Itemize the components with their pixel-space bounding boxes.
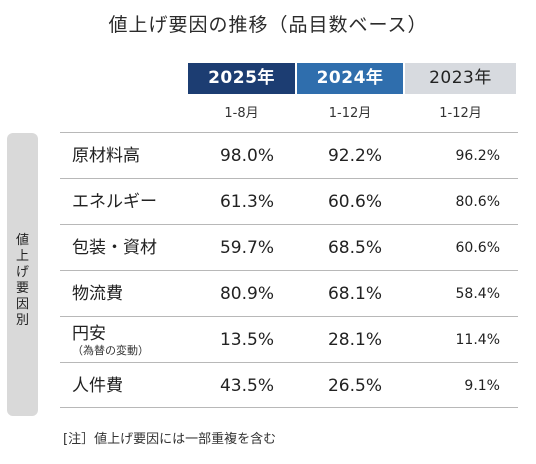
value-2024: 60.6% [327, 192, 382, 212]
row-label: 包装・資材 [72, 238, 157, 258]
column-period-2025: 1-8月 [224, 106, 259, 121]
table-row: 原材料高 98.0% 92.2% 96.2% [60, 132, 518, 178]
column-header-2023: 2023年 [405, 63, 516, 94]
row-label-cell: 円安 （為替の変動） [72, 317, 149, 363]
row-label-cell: 原材料高 [72, 133, 140, 179]
value-2023: 58.4% [455, 286, 500, 302]
value-2025: 80.9% [219, 284, 274, 304]
page-title: 値上げ要因の推移（品目数ベース） [108, 14, 428, 36]
column-header-2025: 2025年 [188, 63, 295, 94]
table-row: 円安 （為替の変動） 13.5% 28.1% 11.4% [60, 316, 518, 362]
value-2024: 26.5% [327, 376, 382, 396]
row-label: 人件費 [72, 376, 123, 396]
value-2023: 11.4% [455, 332, 500, 348]
column-header-2024: 2024年 [297, 63, 403, 94]
value-2025: 61.3% [219, 192, 274, 212]
row-label: エネルギー [72, 192, 157, 212]
value-2023: 80.6% [455, 194, 500, 210]
value-2024: 68.1% [327, 284, 382, 304]
column-period-2024: 1-12月 [328, 106, 372, 121]
value-2025: 59.7% [219, 238, 274, 258]
value-2025: 13.5% [219, 330, 274, 350]
row-label: 物流費 [72, 284, 123, 304]
footnote: [注］値上げ要因には一部重複を含む [63, 432, 277, 447]
table-row: 物流費 80.9% 68.1% 58.4% [60, 270, 518, 316]
value-2023: 96.2% [455, 148, 500, 164]
row-label-cell: エネルギー [72, 179, 157, 225]
table-row: 包装・資材 59.7% 68.5% 60.6% [60, 224, 518, 270]
value-2023: 60.6% [455, 240, 500, 256]
row-label-cell: 包装・資材 [72, 225, 157, 271]
price-factor-table: 原材料高 98.0% 92.2% 96.2% エネルギー 61.3% 60.6%… [60, 132, 518, 408]
value-2025: 98.0% [219, 146, 274, 166]
value-2025: 43.5% [219, 376, 274, 396]
table-row: 人件費 43.5% 26.5% 9.1% [60, 362, 518, 408]
value-2024: 92.2% [327, 146, 382, 166]
row-label-cell: 人件費 [72, 363, 123, 409]
table-row: エネルギー 61.3% 60.6% 80.6% [60, 178, 518, 224]
row-label-cell: 物流費 [72, 271, 123, 317]
value-2024: 68.5% [327, 238, 382, 258]
row-sublabel: （為替の変動） [72, 343, 149, 357]
row-label: 原材料高 [72, 146, 140, 166]
row-label: 円安 [72, 323, 106, 344]
side-category-label: 値上げ要因別 [7, 133, 38, 416]
side-category-text: 値上げ要因別 [15, 233, 29, 328]
value-2024: 28.1% [327, 330, 382, 350]
value-2023: 9.1% [464, 378, 500, 394]
column-period-2023: 1-12月 [439, 106, 482, 121]
